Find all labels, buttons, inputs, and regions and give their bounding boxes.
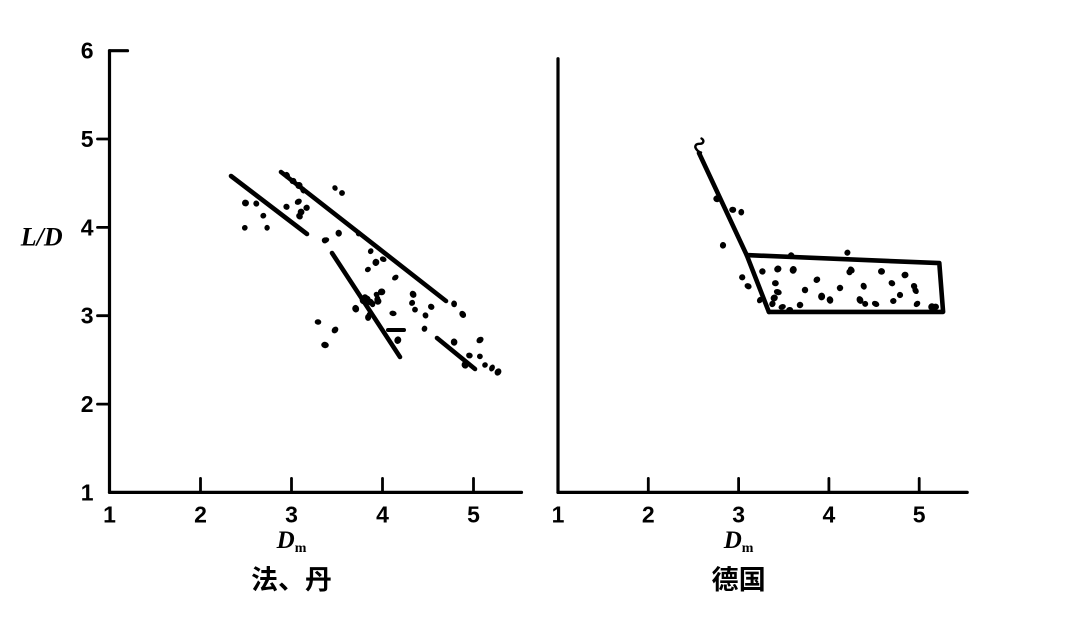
- svg-text:法、丹: 法、丹: [251, 558, 332, 597]
- svg-text:5: 5: [913, 501, 926, 527]
- svg-text:2: 2: [81, 391, 94, 417]
- svg-text:1: 1: [103, 501, 116, 527]
- svg-text:Dm: Dm: [276, 527, 307, 556]
- svg-text:5: 5: [81, 126, 94, 152]
- svg-text:Dm: Dm: [723, 527, 754, 556]
- svg-text:2: 2: [194, 501, 207, 527]
- svg-text:4: 4: [81, 214, 94, 240]
- svg-text:3: 3: [81, 303, 94, 329]
- svg-text:5: 5: [467, 501, 480, 527]
- svg-text:3: 3: [285, 501, 298, 527]
- svg-text:3: 3: [732, 501, 745, 527]
- svg-text:L/D: L/D: [20, 223, 63, 252]
- svg-text:1: 1: [81, 479, 94, 505]
- svg-text:德国: 德国: [712, 558, 766, 597]
- svg-text:6: 6: [81, 38, 94, 64]
- svg-text:4: 4: [823, 501, 836, 527]
- svg-text:4: 4: [376, 501, 389, 527]
- svg-text:1: 1: [552, 501, 565, 527]
- svg-text:2: 2: [642, 501, 655, 527]
